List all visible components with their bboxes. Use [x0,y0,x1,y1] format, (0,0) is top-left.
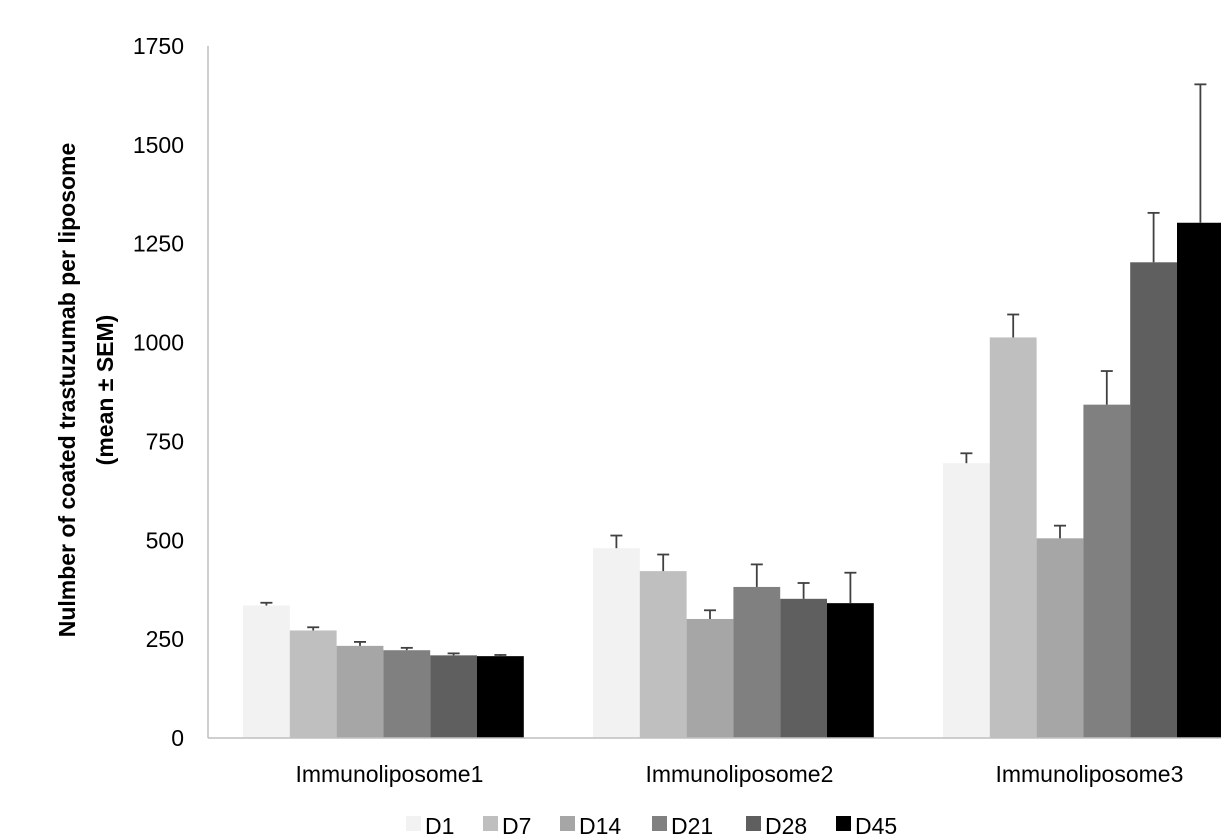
legend-swatch-d28 [746,816,761,831]
y-tick-label: 0 [171,725,184,751]
y-axis-title-line-2: (mean ± SEM) [92,315,118,466]
legend-label-d1: D1 [425,813,454,835]
legend-swatch-d21 [652,816,667,831]
category-labels: Immunoliposome1 Immunoliposome2 Immunolipo… [295,761,1183,787]
bar-d28-1 [430,655,477,738]
legend-label-d21: D21 [671,813,713,835]
legend-swatch-d7 [483,816,498,831]
bar-d14-1 [336,645,384,738]
legend-swatch-d14 [560,816,575,831]
bar-d45-2 [827,603,874,738]
y-axis-ticks: 0 250 500 750 1000 1250 1500 1750 [133,33,184,751]
bar-d14-2 [686,618,734,738]
category-label-3: Immunoliposome3 [995,761,1183,787]
y-tick-label: 500 [146,527,184,553]
category-label-1: Immunoliposome1 [295,761,483,787]
bar-d7-3 [989,337,1037,738]
legend-swatch-d45 [836,816,851,831]
legend-label-d14: D14 [579,813,621,835]
bar-d7-1 [289,630,337,738]
y-tick-label: 1000 [133,330,184,356]
bar-d1-2 [593,548,640,738]
legend-label-d45: D45 [855,813,897,835]
category-label-2: Immunoliposome2 [645,761,833,787]
bar-d28-3 [1130,262,1177,738]
legend: D1 D7 D14 D21 D28 D45 [406,813,897,835]
y-tick-label: 750 [146,428,184,454]
bar-d14-3 [1036,538,1084,738]
bar-d7-2 [639,571,687,738]
y-axis-title-line-1: Nulmber of coated trastuzumab per liposo… [54,143,80,638]
legend-swatch-d1 [406,816,421,831]
y-tick-label: 1250 [133,231,184,257]
error-bars [260,83,1207,657]
bar-d1-1 [243,605,290,738]
y-tick-label: 1750 [133,33,184,59]
axes [207,46,1221,739]
y-axis-title: Nulmber of coated trastuzumab per liposo… [54,143,118,638]
bar-d45-3 [1177,222,1221,738]
legend-label-d28: D28 [765,813,807,835]
y-tick-label: 1500 [133,132,184,158]
bar-d28-2 [780,598,827,738]
legend-label-d7: D7 [502,813,531,835]
bar-d1-3 [943,463,990,738]
y-tick-label: 250 [146,626,184,652]
bar-d21-1 [383,650,431,738]
bars [243,222,1221,738]
bar-d21-2 [733,586,781,738]
bar-d45-1 [477,656,524,738]
bar-d21-3 [1083,404,1131,738]
